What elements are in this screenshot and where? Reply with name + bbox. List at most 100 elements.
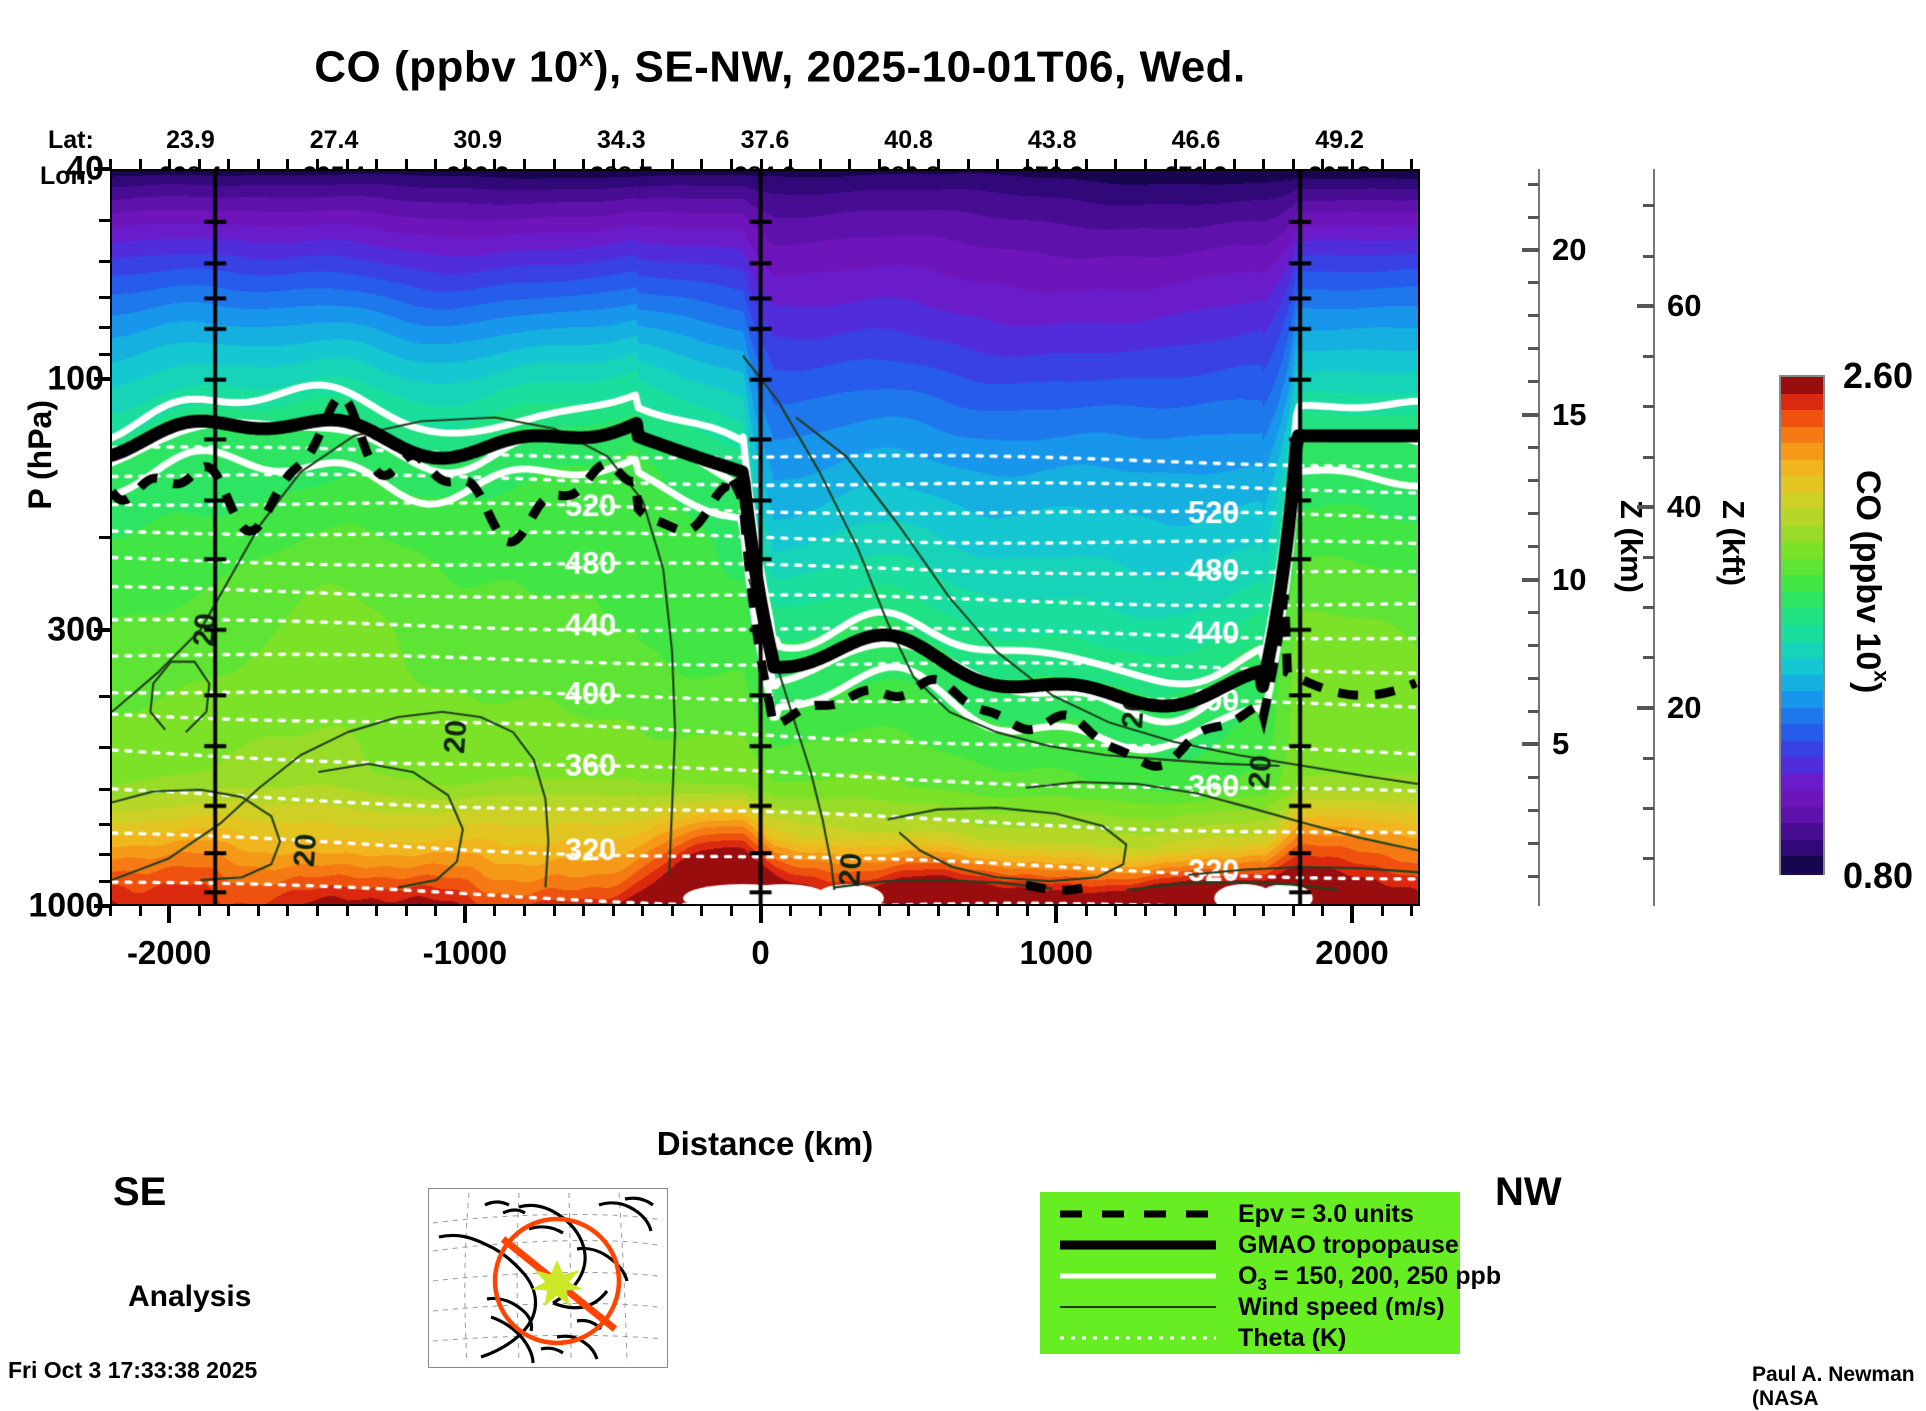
z-km-axis-line — [1538, 169, 1540, 906]
z-km-axis-tick-label: 15 — [1552, 396, 1587, 432]
top-axis-minor-tick — [522, 159, 526, 169]
legend-label: Theta (K) — [1238, 1324, 1347, 1352]
x-axis-minor-tick — [1084, 906, 1088, 916]
colorbar-band — [1781, 658, 1823, 677]
colorbar-band — [1781, 542, 1823, 561]
x-axis-minor-tick — [1291, 906, 1295, 916]
x-axis-minor-tick — [1262, 906, 1266, 916]
x-axis-minor-tick — [1025, 906, 1029, 916]
colorbar-title-sup: x — [1869, 670, 1893, 682]
colorbar-band — [1781, 459, 1823, 479]
credit-label: Paul A. Newman (NASA — [1752, 1363, 1915, 1410]
z-km-axis-minor-tick — [1528, 446, 1539, 450]
top-axis-minor-tick — [375, 159, 379, 169]
x-axis-minor-tick — [434, 906, 438, 916]
x-axis-minor-tick — [789, 906, 793, 916]
colorbar-band — [1781, 641, 1823, 661]
legend-item: Theta (K) — [1040, 1322, 1460, 1354]
x-axis-minor-tick — [522, 906, 526, 916]
y-axis-minor-tick — [99, 353, 111, 357]
top-axis-minor-tick — [996, 159, 1000, 169]
x-axis-minor-tick — [493, 906, 497, 916]
top-axis-minor-tick — [641, 159, 645, 169]
colorbar-band — [1781, 856, 1823, 875]
x-axis-minor-tick — [1143, 906, 1147, 916]
x-axis-minor-tick — [1321, 906, 1325, 916]
x-axis-minor-tick — [168, 906, 172, 916]
colorbar-band — [1781, 823, 1823, 842]
x-axis-minor-tick — [877, 906, 881, 916]
x-axis-minor-tick — [1350, 906, 1354, 916]
top-axis-minor-tick — [197, 159, 201, 169]
legend-symbol-solid-thick-black — [1058, 1229, 1218, 1261]
x-axis-tick-label: -1000 — [422, 934, 508, 971]
x-axis-minor-tick — [404, 906, 408, 916]
colorbar-band — [1781, 707, 1823, 727]
colorbar-title-main: CO (ppbv 10 — [1849, 470, 1887, 671]
top-axis-minor-tick — [611, 159, 615, 169]
lat-value: 49.2 — [1315, 126, 1364, 154]
lat-row-label: Lat: — [48, 126, 94, 154]
legend-label: O3 = 150, 200, 250 ppb — [1238, 1262, 1502, 1294]
top-axis-minor-tick — [1350, 159, 1354, 169]
colorbar-band — [1781, 740, 1823, 760]
z-kft-axis-title: Z (kft) — [1716, 500, 1751, 587]
colorbar-tick — [1781, 873, 1823, 874]
z-km-axis-minor-tick — [1528, 709, 1539, 713]
z-km-axis-minor-tick — [1528, 643, 1539, 647]
x-axis-tick-label: 2000 — [1315, 934, 1389, 971]
y-axis-minor-tick — [99, 536, 111, 539]
colorbar-band — [1781, 790, 1823, 809]
x-axis-minor-tick — [345, 906, 349, 916]
lat-value: 46.6 — [1171, 126, 1221, 154]
x-axis-tick-label: 0 — [751, 934, 770, 971]
z-km-axis-tick-label: 20 — [1552, 232, 1587, 267]
z-kft-axis-minor-tick — [1643, 355, 1654, 359]
z-kft-axis-minor-tick — [1643, 606, 1654, 610]
top-axis-minor-tick — [1025, 159, 1029, 169]
y-axis-tick-mark — [94, 167, 111, 171]
lat-value: 27.4 — [309, 126, 359, 154]
timestamp-label: Fri Oct 3 17:33:38 2025 — [8, 1357, 258, 1383]
map-station-star — [531, 1259, 583, 1307]
cross-section-plot[interactable] — [110, 169, 1420, 906]
x-axis-minor-tick — [670, 906, 674, 916]
y-axis-minor-tick — [99, 260, 111, 264]
colorbar-band — [1781, 839, 1823, 859]
y-axis-tick-mark — [94, 376, 111, 381]
colorbar-band — [1781, 410, 1823, 429]
z-km-axis-minor-tick — [1528, 512, 1539, 516]
x-axis-minor-tick — [907, 906, 911, 916]
top-axis-minor-tick — [1114, 159, 1118, 169]
z-kft-axis-minor-tick — [1643, 807, 1654, 811]
x-axis-minor-tick — [1232, 906, 1236, 916]
z-kft-axis-minor-tick — [1643, 505, 1654, 509]
legend-symbol-thin-dark — [1058, 1291, 1218, 1323]
map-inset[interactable] — [428, 1188, 668, 1368]
z-km-axis-minor-tick — [1528, 841, 1539, 845]
top-axis-minor-tick — [1262, 159, 1266, 169]
colorbar-band — [1781, 575, 1823, 594]
z-km-axis-title: Z (km) — [1614, 500, 1649, 593]
legend-label: GMAO tropopause — [1238, 1231, 1459, 1259]
top-axis-minor-tick — [493, 159, 497, 169]
colorbar-band — [1781, 377, 1823, 396]
se-corner-label: SE — [113, 1170, 167, 1214]
colorbar-band — [1781, 426, 1823, 446]
top-axis-minor-tick — [315, 159, 319, 169]
top-axis-minor-tick — [434, 159, 438, 169]
z-kft-axis-minor-tick — [1643, 706, 1654, 710]
z-km-axis-minor-tick — [1528, 215, 1539, 219]
z-kft-axis-minor-tick — [1643, 204, 1654, 208]
page-title: CO (ppbv 10x), SE-NW, 2025-10-01T06, Wed… — [0, 42, 1560, 93]
top-axis-minor-tick — [818, 159, 822, 169]
top-axis-minor-tick — [286, 159, 290, 169]
x-axis-minor-tick — [256, 906, 260, 916]
z-km-axis-minor-tick — [1528, 281, 1539, 285]
top-axis-minor-tick — [1410, 159, 1414, 169]
top-axis-minor-tick — [907, 159, 911, 169]
z-km-axis-minor-tick — [1528, 182, 1539, 186]
x-axis-minor-tick — [1203, 906, 1207, 916]
map-inset-svg — [432, 1192, 664, 1364]
top-axis-minor-tick — [552, 159, 556, 169]
